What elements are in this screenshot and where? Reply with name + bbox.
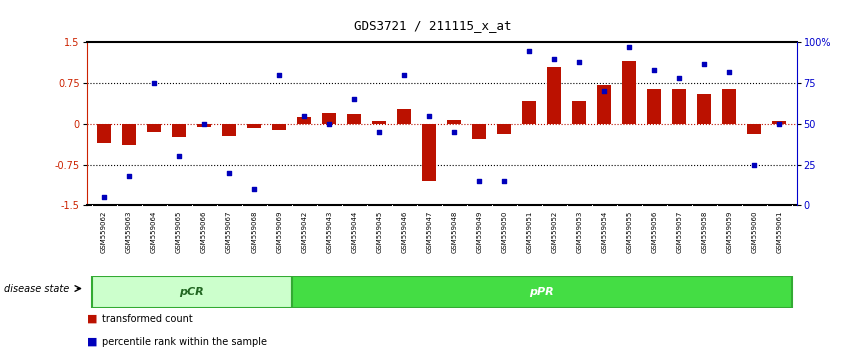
Text: ■: ■	[87, 337, 97, 347]
Point	[672, 75, 686, 81]
Text: GDS3721 / 211115_x_at: GDS3721 / 211115_x_at	[354, 19, 512, 32]
Text: GSM559059: GSM559059	[727, 211, 733, 253]
Bar	[147, 124, 161, 132]
Text: GSM559050: GSM559050	[501, 211, 507, 253]
Bar	[572, 101, 586, 124]
Bar	[672, 88, 686, 124]
Point	[647, 67, 661, 73]
Text: GSM559044: GSM559044	[351, 211, 357, 253]
Text: GSM559063: GSM559063	[126, 211, 132, 253]
Bar	[522, 101, 536, 124]
Text: ■: ■	[87, 314, 97, 324]
Point	[197, 121, 211, 127]
Text: GSM559068: GSM559068	[251, 211, 257, 253]
Text: transformed count: transformed count	[102, 314, 193, 324]
Point	[247, 186, 261, 192]
Point	[522, 48, 536, 53]
Text: GSM559043: GSM559043	[326, 211, 333, 253]
Point	[322, 121, 336, 127]
Point	[397, 72, 411, 78]
Bar	[172, 124, 186, 137]
Text: GSM559065: GSM559065	[176, 211, 182, 253]
Point	[172, 154, 186, 159]
Text: GSM559052: GSM559052	[551, 211, 557, 253]
Text: GSM559053: GSM559053	[576, 211, 582, 253]
Point	[472, 178, 486, 184]
Bar	[547, 67, 561, 124]
Point	[122, 173, 136, 179]
Point	[297, 113, 311, 119]
Text: GSM559042: GSM559042	[301, 211, 307, 253]
Text: GSM559049: GSM559049	[476, 211, 482, 253]
Point	[598, 88, 611, 94]
Text: GSM559046: GSM559046	[401, 211, 407, 253]
Bar	[772, 121, 786, 124]
Bar	[223, 124, 236, 136]
Text: GSM559066: GSM559066	[201, 211, 207, 253]
Bar	[297, 118, 311, 124]
Bar	[372, 121, 386, 124]
Point	[722, 69, 736, 75]
Text: GSM559064: GSM559064	[151, 211, 157, 253]
Bar	[472, 124, 486, 139]
Text: GSM559054: GSM559054	[601, 211, 607, 253]
Text: GSM559061: GSM559061	[776, 211, 782, 253]
Bar	[322, 113, 336, 124]
Bar	[623, 62, 636, 124]
Point	[697, 61, 711, 67]
Text: pCR: pCR	[179, 287, 204, 297]
Point	[572, 59, 586, 65]
Bar	[647, 88, 661, 124]
Bar	[747, 124, 761, 134]
Point	[747, 162, 761, 167]
Bar	[292, 276, 792, 308]
Bar	[92, 276, 292, 308]
Text: GSM559056: GSM559056	[651, 211, 657, 253]
Text: GSM559058: GSM559058	[701, 211, 708, 253]
Bar	[722, 88, 736, 124]
Point	[423, 113, 436, 119]
Bar	[248, 124, 261, 128]
Bar	[598, 85, 611, 124]
Point	[97, 194, 111, 200]
Text: GSM559055: GSM559055	[626, 211, 632, 253]
Point	[623, 45, 637, 50]
Point	[497, 178, 511, 184]
Point	[447, 129, 461, 135]
Bar	[122, 124, 136, 144]
Bar	[97, 124, 111, 143]
Text: GSM559067: GSM559067	[226, 211, 232, 253]
Bar	[272, 124, 286, 130]
Bar	[397, 109, 411, 124]
Text: pPR: pPR	[529, 287, 554, 297]
Text: GSM559048: GSM559048	[451, 211, 457, 253]
Text: GSM559051: GSM559051	[527, 211, 533, 253]
Text: GSM559069: GSM559069	[276, 211, 282, 253]
Bar	[347, 114, 361, 124]
Text: GSM559047: GSM559047	[426, 211, 432, 253]
Point	[772, 121, 786, 127]
Text: GSM559060: GSM559060	[751, 211, 757, 253]
Bar	[197, 124, 211, 127]
Bar	[423, 124, 436, 181]
Bar	[497, 124, 511, 134]
Text: percentile rank within the sample: percentile rank within the sample	[102, 337, 268, 347]
Text: GSM559045: GSM559045	[376, 211, 382, 253]
Bar	[697, 94, 711, 124]
Text: GSM559057: GSM559057	[676, 211, 682, 253]
Point	[272, 72, 286, 78]
Point	[223, 170, 236, 176]
Bar	[447, 120, 461, 124]
Text: GSM559062: GSM559062	[101, 211, 107, 253]
Point	[372, 129, 386, 135]
Point	[547, 56, 561, 62]
Text: disease state: disease state	[4, 284, 69, 293]
Point	[147, 80, 161, 86]
Point	[347, 97, 361, 102]
